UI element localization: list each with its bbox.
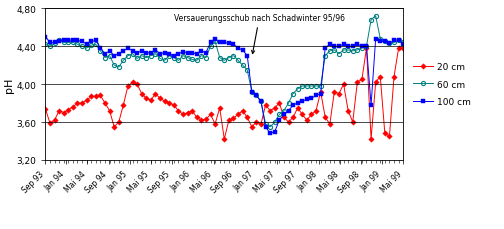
100 cm bbox=[139, 50, 145, 53]
60 cm bbox=[372, 15, 379, 18]
Y-axis label: pH: pH bbox=[4, 77, 14, 92]
60 cm bbox=[308, 85, 314, 88]
Legend: 20 cm, 60 cm, 100 cm: 20 cm, 60 cm, 100 cm bbox=[411, 61, 472, 108]
20 cm bbox=[254, 121, 260, 124]
20 cm bbox=[363, 47, 369, 50]
60 cm bbox=[184, 57, 191, 60]
Line: 100 cm: 100 cm bbox=[43, 35, 405, 136]
60 cm bbox=[189, 59, 195, 62]
20 cm bbox=[400, 47, 406, 50]
60 cm bbox=[130, 53, 136, 56]
20 cm bbox=[139, 93, 145, 95]
100 cm bbox=[42, 36, 48, 39]
20 cm bbox=[130, 82, 136, 84]
100 cm bbox=[189, 52, 195, 55]
100 cm bbox=[184, 52, 191, 55]
60 cm bbox=[267, 126, 273, 129]
20 cm bbox=[42, 108, 48, 111]
100 cm bbox=[308, 98, 314, 100]
Line: 60 cm: 60 cm bbox=[43, 15, 405, 129]
20 cm bbox=[184, 112, 191, 114]
60 cm bbox=[400, 42, 406, 44]
Line: 20 cm: 20 cm bbox=[43, 47, 405, 142]
20 cm bbox=[308, 114, 314, 116]
60 cm bbox=[249, 91, 255, 94]
100 cm bbox=[267, 132, 273, 135]
100 cm bbox=[400, 44, 406, 46]
20 cm bbox=[221, 138, 227, 141]
60 cm bbox=[139, 55, 145, 58]
Text: Versauerungsschub nach Schadwinter 95/96: Versauerungsschub nach Schadwinter 95/96 bbox=[174, 14, 345, 54]
100 cm bbox=[249, 91, 255, 94]
100 cm bbox=[130, 50, 136, 53]
20 cm bbox=[189, 110, 195, 112]
60 cm bbox=[42, 44, 48, 46]
